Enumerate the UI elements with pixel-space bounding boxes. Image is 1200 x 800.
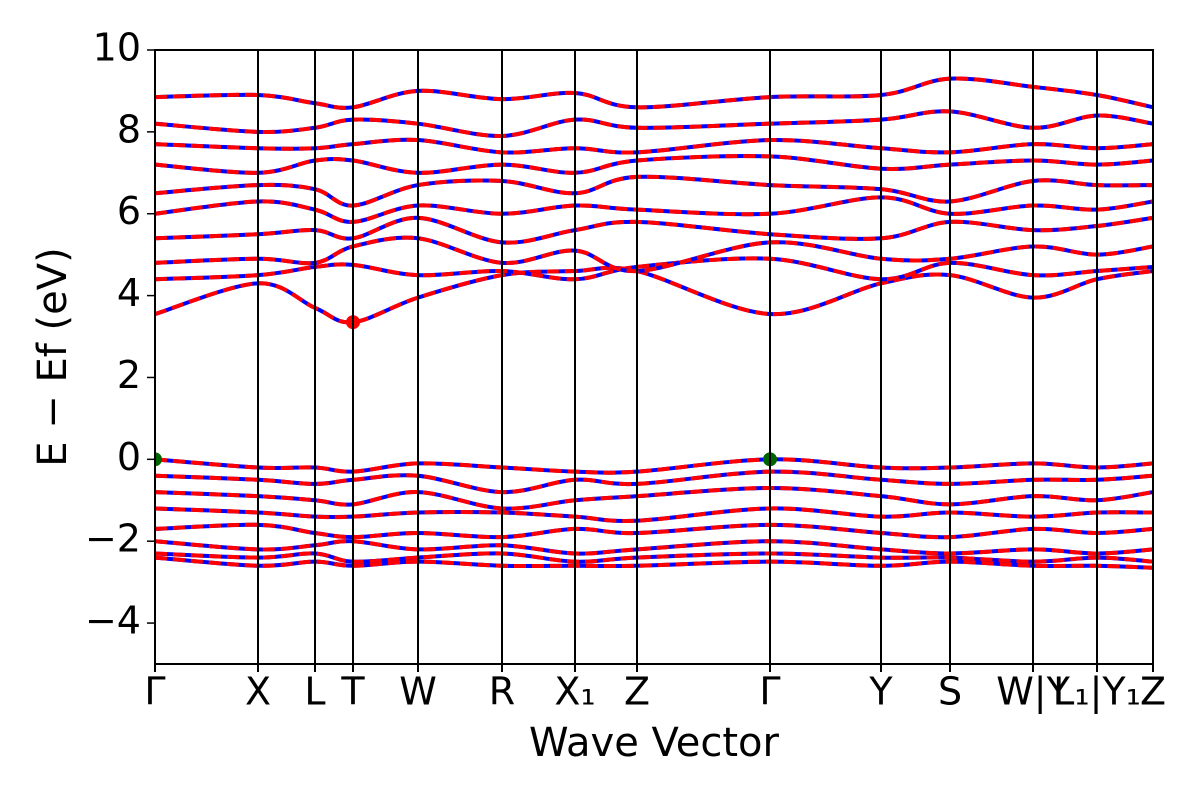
- x-tick-label: X: [245, 670, 271, 714]
- y-tick-label: 0: [117, 435, 141, 479]
- x-tick-label: Z: [624, 670, 650, 714]
- y-axis-label: E − Ef (eV): [30, 247, 76, 466]
- y-tick-label: 4: [117, 271, 141, 315]
- band-spin-up: [155, 154, 1153, 175]
- y-tick-label: 6: [117, 189, 141, 233]
- band-spin-up: [155, 506, 1153, 524]
- band-spin-up: [155, 539, 1153, 556]
- band-spin-up: [155, 256, 1153, 282]
- band-spin-up: [155, 137, 1153, 155]
- x-tick-label: S: [938, 670, 962, 714]
- x-tick-label: Γ: [759, 670, 780, 714]
- y-tick-label: 10: [93, 26, 141, 70]
- band-spin-up: [155, 469, 1153, 495]
- band-spin-up: [155, 235, 1153, 274]
- plot-area: [155, 76, 1153, 570]
- vbm-marker: [155, 452, 162, 467]
- band-spin-up: [155, 215, 1153, 245]
- x-tick-label: T: [340, 670, 365, 714]
- x-tick-label: Z: [1140, 670, 1166, 714]
- band-spin-down: [155, 174, 1153, 208]
- band-spin-up: [155, 485, 1153, 511]
- band-spin-up: [155, 174, 1153, 208]
- x-tick-label: R: [489, 670, 515, 714]
- band-spin-up: [155, 551, 1153, 564]
- x-tick-label: X₁: [554, 670, 595, 714]
- band-spin-up: [155, 195, 1153, 224]
- x-axis-label: Wave Vector: [529, 720, 780, 766]
- x-tick-label: Γ: [144, 670, 165, 714]
- band-spin-up: [155, 522, 1153, 540]
- x-tick-label: W: [399, 670, 437, 714]
- plot-frame: [154, 49, 1154, 665]
- x-tick-label: L₁|Y₁: [1053, 670, 1141, 715]
- x-tick-label: W|Y: [996, 670, 1070, 715]
- band-spin-up: [155, 265, 1153, 325]
- band-spin-up: [155, 109, 1153, 138]
- band-spin-up: [155, 555, 1153, 570]
- band-spin-up: [155, 457, 1153, 475]
- y-tick-label: −4: [85, 599, 141, 643]
- y-tick-label: 8: [117, 107, 141, 151]
- y-tick-label: 2: [117, 353, 141, 397]
- y-tick-label: −2: [85, 517, 141, 561]
- x-tick-label: Y: [868, 670, 893, 714]
- band-spin-up: [155, 76, 1153, 110]
- x-tick-label: L: [304, 670, 325, 714]
